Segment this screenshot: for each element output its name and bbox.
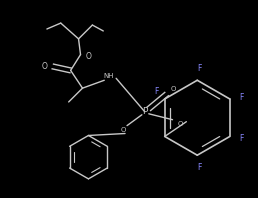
Text: O: O: [85, 52, 91, 61]
Text: F: F: [239, 134, 244, 143]
Text: P: P: [142, 107, 148, 116]
Text: O: O: [171, 86, 176, 92]
Text: F: F: [239, 92, 244, 102]
Text: NH: NH: [103, 73, 114, 79]
Text: O: O: [120, 127, 126, 133]
Text: F: F: [197, 163, 201, 171]
Text: O: O: [42, 62, 48, 71]
Text: O: O: [178, 121, 183, 127]
Text: F: F: [155, 87, 159, 96]
Text: F: F: [197, 64, 201, 73]
